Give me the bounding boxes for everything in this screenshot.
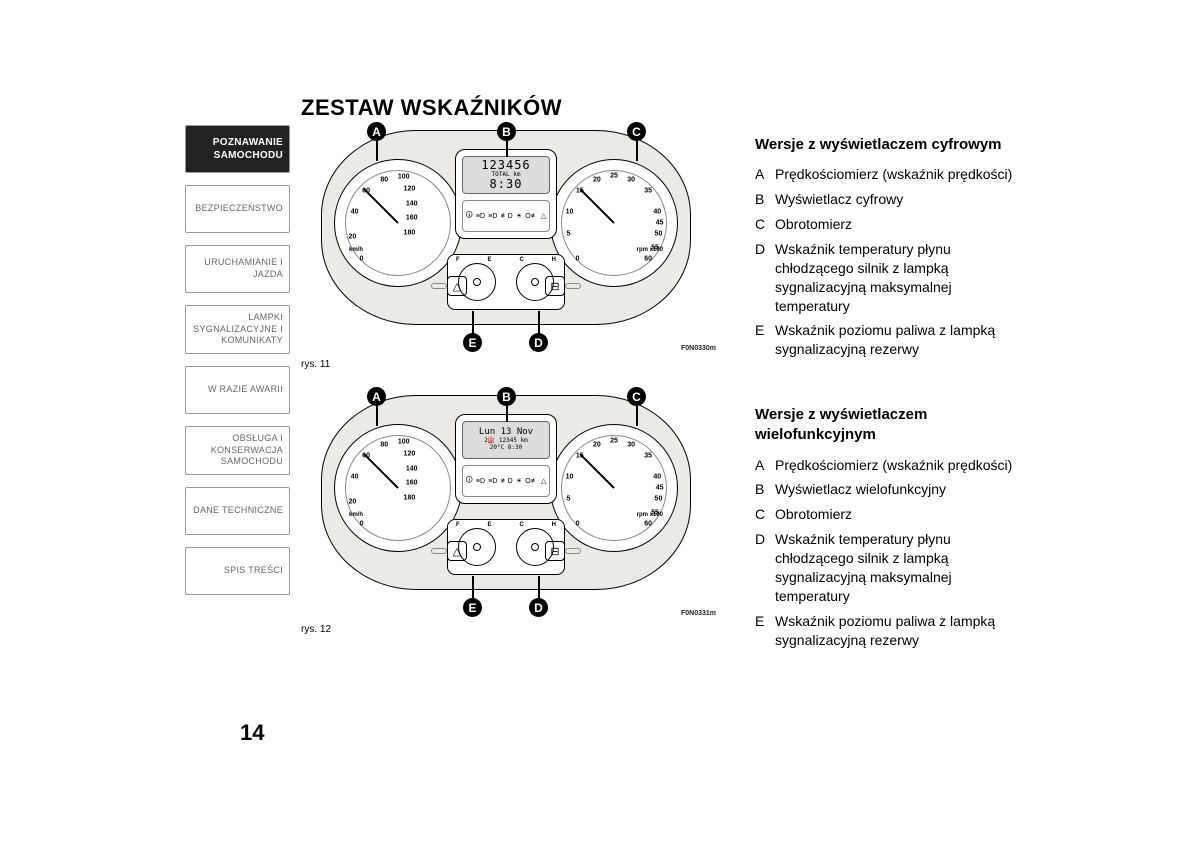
callout-c: C [627, 387, 646, 406]
hazard-button-icon: △ [447, 276, 467, 296]
tab-uruchamianie[interactable]: URUCHAMIANIE I JAZDA [185, 245, 290, 293]
heading-multifunction: Wersje z wyświetlaczem wielofunkcyjnym [755, 405, 1015, 446]
hazard-button-icon: △ [447, 541, 467, 561]
speedometer: km/h 0 20 40 60 80 100 120 140 160 180 [334, 159, 462, 287]
callout-b: B [497, 387, 516, 406]
item-a: APrędkościomierz (wskaźnik prędkości) [755, 165, 1015, 184]
fuel-e: E [488, 522, 492, 528]
door-icon: ⊟ [545, 276, 565, 296]
item-d: DWskaźnik temperatury płynu chłodzącego … [755, 240, 1015, 316]
callout-a: A [367, 122, 386, 141]
item-b: BWyświetlacz cyfrowy [755, 190, 1015, 209]
sidelight-icon: ☀ [516, 477, 522, 485]
digital-lcd: 123456 TOTAL km 8:30 [462, 156, 550, 194]
tab-spis[interactable]: SPIS TREŚCI [185, 547, 290, 595]
warning-icons-row: 🛈 ≡D ≡D ≢D ☀ O≢ △ [462, 200, 550, 232]
temp-h: H [552, 257, 556, 263]
figure-caption: rys. 11 [301, 359, 711, 370]
callout-e: E [463, 333, 482, 352]
figure-caption: rys. 12 [301, 624, 711, 635]
item-a: APrędkościomierz (wskaźnik prędkości) [755, 456, 1015, 475]
foglight-icon: ≢D [501, 478, 513, 485]
description-digital: Wersje z wyświetlaczem cyfrowym APrędkoś… [755, 135, 1015, 365]
page-title: ZESTAW WSKAŹNIKÓW [301, 95, 562, 121]
slot-right [565, 283, 581, 289]
temp-h: H [552, 522, 556, 528]
page-number: 14 [240, 720, 264, 746]
rearfog-icon: O≢ [525, 213, 537, 220]
temp-clock-line: 20°C 8:30 [490, 445, 523, 452]
callout-c: C [627, 122, 646, 141]
odometer: 123456 [481, 159, 530, 172]
tach-ticks: 0 5 10 15 20 25 30 35 40 45 50 55 60 [557, 166, 671, 280]
item-c: CObrotomierz [755, 215, 1015, 234]
speedo-ticks: 0 20 40 60 80 100 120 140 160 180 [341, 166, 455, 280]
heading-digital: Wersje z wyświetlaczem cyfrowym [755, 135, 1015, 155]
hazard-mini-icon: △ [541, 212, 546, 220]
tachometer: rpm x100 0 5 10 15 20 25 30 35 40 45 50 … [550, 424, 678, 552]
callout-d: D [529, 333, 548, 352]
callout-a: A [367, 387, 386, 406]
slot-left [431, 548, 447, 554]
speedometer: km/h 0 20 40 60 80 100 120 140 160 180 [334, 424, 462, 552]
fuel-e: E [488, 257, 492, 263]
description-multifunction: Wersje z wyświetlaczem wielofunkcyjnym A… [755, 405, 1015, 656]
figure-code: F0N0331m [681, 610, 716, 617]
lowbeam-icon: ≡D [476, 478, 485, 485]
center-display: Lun 13 Nov 2⛽ 12345 km 20°C 8:30 🛈 ≡D ≡D… [455, 414, 557, 504]
tab-poznawanie[interactable]: POZNAWANIE SAMOCHODU [185, 125, 290, 173]
highbeam-icon: ≡D [488, 213, 497, 220]
seatbelt-icon: 🛈 [466, 476, 473, 487]
highbeam-icon: ≡D [488, 478, 497, 485]
tab-awaria[interactable]: W RAZIE AWARII [185, 366, 290, 414]
item-e: EWskaźnik poziomu paliwa z lampką sygnal… [755, 321, 1015, 359]
lowbeam-icon: ≡D [476, 213, 485, 220]
multifunction-lcd: Lun 13 Nov 2⛽ 12345 km 20°C 8:30 [462, 421, 550, 459]
figure-12: km/h 0 20 40 60 80 100 120 140 160 180 r… [301, 395, 711, 635]
tachometer: rpm x100 0 5 10 15 20 25 30 35 40 45 50 … [550, 159, 678, 287]
tab-dane[interactable]: DANE TECHNICZNE [185, 487, 290, 535]
warning-icons-row: 🛈 ≡D ≡D ≢D ☀ O≢ △ [462, 465, 550, 497]
tab-obsluga[interactable]: OBSŁUGA I KONSERWACJA SAMOCHODU [185, 426, 290, 475]
figure-11: km/h 0 20 40 60 80 100 120 140 160 180 r… [301, 130, 711, 370]
slot-right [565, 548, 581, 554]
callout-e: E [463, 598, 482, 617]
section-tabs: POZNAWANIE SAMOCHODU BEZPIECZEŃSTWO URUC… [185, 125, 290, 595]
center-display: 123456 TOTAL km 8:30 🛈 ≡D ≡D ≢D ☀ O≢ △ [455, 149, 557, 239]
clock: 8:30 [490, 178, 523, 191]
foglight-icon: ≢D [501, 213, 513, 220]
callout-b: B [497, 122, 516, 141]
figure-code: F0N0330m [681, 345, 716, 352]
seatbelt-icon: 🛈 [466, 211, 473, 222]
tab-lampki[interactable]: LAMPKI SYGNALIZACYJNE I KOMUNIKATY [185, 305, 290, 354]
temp-c: C [519, 257, 523, 263]
callout-d: D [529, 598, 548, 617]
tab-bezpieczenstwo[interactable]: BEZPIECZEŃSTWO [185, 185, 290, 233]
item-b: BWyświetlacz wielofunkcyjny [755, 480, 1015, 499]
temp-c: C [519, 522, 523, 528]
item-e: EWskaźnik poziomu paliwa z lampką sygnal… [755, 612, 1015, 650]
rearfog-icon: O≢ [525, 478, 537, 485]
door-icon: ⊟ [545, 541, 565, 561]
item-d: DWskaźnik temperatury płynu chłodzącego … [755, 530, 1015, 606]
fuel-f: F [456, 522, 460, 528]
slot-left [431, 283, 447, 289]
sidelight-icon: ☀ [516, 212, 522, 220]
item-c: CObrotomierz [755, 505, 1015, 524]
hazard-mini-icon: △ [541, 477, 546, 485]
fuel-f: F [456, 257, 460, 263]
